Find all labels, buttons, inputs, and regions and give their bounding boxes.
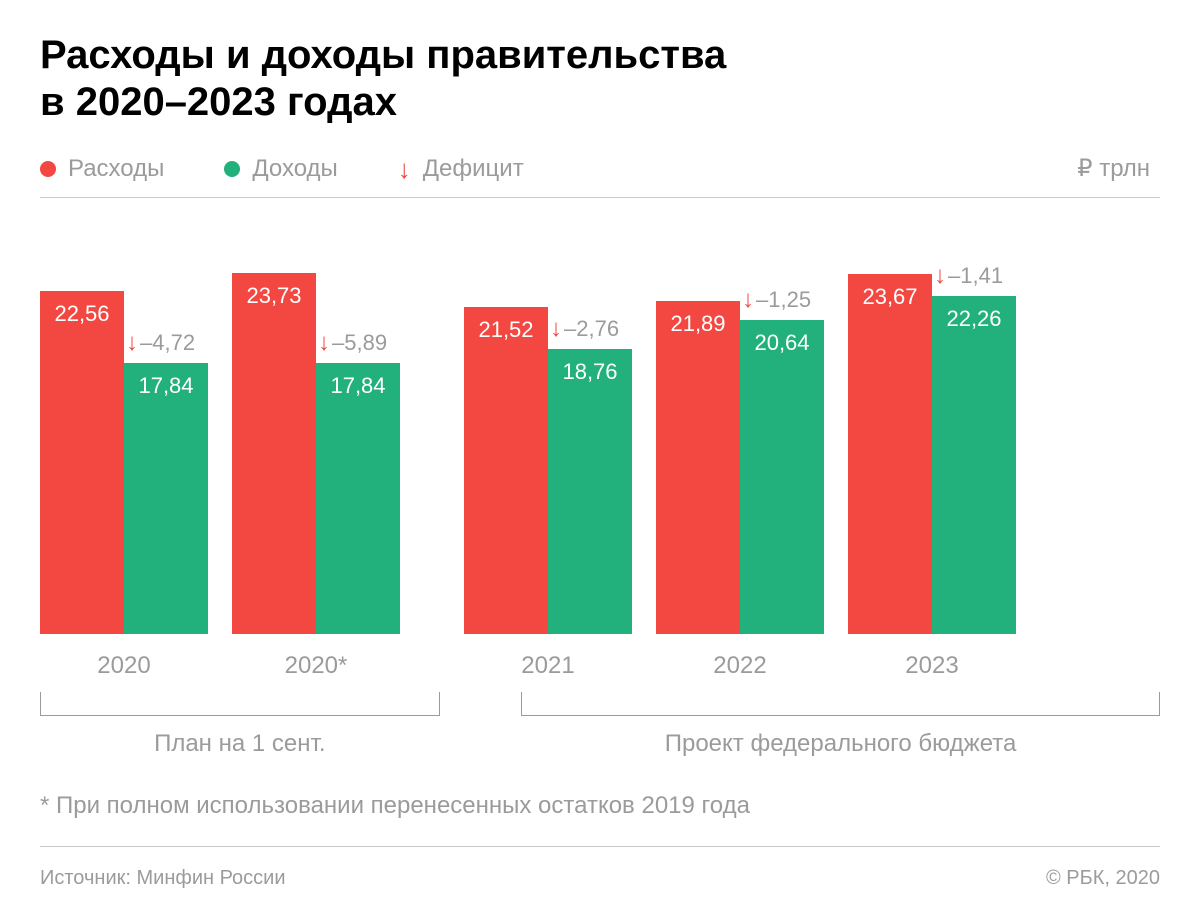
bar-pair: 22,5617,84 ↓–4,72 [40, 254, 208, 634]
year-column: 22,5617,84 ↓–4,72 2020 [40, 254, 208, 680]
deficit-value: –1,41 [948, 263, 1003, 289]
legend-income: Доходы [224, 155, 337, 183]
year-column: 23,6722,26 ↓–1,41 2023 [848, 254, 1016, 680]
bar-pair: 21,8920,64 ↓–1,25 [656, 254, 824, 634]
legend-income-label: Доходы [252, 155, 337, 183]
bar-expenses: 21,52 [464, 307, 548, 634]
copyright-label: © РБК, 2020 [1046, 867, 1160, 890]
bar-income: 20,64 [740, 320, 824, 634]
top-divider [40, 197, 1160, 198]
legend-unit-label: ₽ трлн [1077, 154, 1150, 183]
chart-group: 22,5617,84↓–4,72202023,7317,84↓–5,892020… [40, 254, 400, 680]
arrow-down-icon: ↓ [550, 315, 562, 343]
year-column: 23,7317,84 ↓–5,89 2020* [232, 254, 400, 680]
arrow-down-icon: ↓ [318, 329, 330, 357]
deficit-label: ↓–1,25 [742, 286, 811, 314]
arrow-down-icon: ↓ [126, 329, 138, 357]
legend-deficit-label: Дефицит [423, 155, 524, 183]
year-label: 2020* [285, 652, 348, 680]
legend-unit: ₽ трлн [1077, 154, 1160, 183]
legend-expenses: Расходы [40, 155, 164, 183]
year-label: 2021 [521, 652, 574, 680]
deficit-value: –1,25 [756, 287, 811, 313]
bar-expenses: 21,89 [656, 301, 740, 634]
bar-income: 17,84 [316, 363, 400, 634]
bar-pair: 21,5218,76 ↓–2,76 [464, 254, 632, 634]
bar-expenses: 23,73 [232, 273, 316, 634]
year-label: 2023 [905, 652, 958, 680]
title-line-1: Расходы и доходы правительства [40, 33, 726, 77]
bracket-label: План на 1 сент. [154, 730, 325, 758]
swatch-income [224, 161, 240, 177]
legend-expenses-label: Расходы [68, 155, 164, 183]
bar-expenses: 23,67 [848, 274, 932, 634]
bar-pair: 23,7317,84 ↓–5,89 [232, 254, 400, 634]
source-label: Источник: Минфин России [40, 867, 286, 890]
bracket-line [521, 692, 1160, 716]
year-label: 2022 [713, 652, 766, 680]
bracket: План на 1 сент. [40, 692, 440, 758]
bar-income: 17,84 [124, 363, 208, 634]
bar-income: 22,26 [932, 296, 1016, 634]
arrow-down-icon: ↓ [742, 286, 754, 314]
deficit-label: ↓–5,89 [318, 329, 387, 357]
bracket-line [40, 692, 440, 716]
bracket: Проект федерального бюджета [521, 692, 1160, 758]
arrow-down-icon: ↓ [934, 262, 946, 290]
deficit-value: –5,89 [332, 330, 387, 356]
bar-chart: 22,5617,84↓–4,72202023,7317,84↓–5,892020… [40, 254, 1160, 680]
legend-deficit: ↓ Дефицит [398, 155, 524, 183]
bar-income: 18,76 [548, 349, 632, 634]
bar-expenses: 22,56 [40, 291, 124, 634]
bracket-label: Проект федерального бюджета [665, 730, 1017, 758]
deficit-label: ↓–1,41 [934, 262, 1003, 290]
arrow-down-icon: ↓ [398, 156, 411, 182]
bracket-gap [458, 692, 504, 758]
title-line-2: в 2020–2023 годах [40, 80, 397, 124]
year-label: 2020 [97, 652, 150, 680]
deficit-value: –4,72 [140, 330, 195, 356]
bar-pair: 23,6722,26 ↓–1,41 [848, 254, 1016, 634]
swatch-expenses [40, 161, 56, 177]
deficit-label: ↓–4,72 [126, 329, 195, 357]
footnote: * При полном использовании перенесенных … [40, 792, 1160, 820]
year-column: 21,5218,76 ↓–2,76 2021 [464, 254, 632, 680]
footer: Источник: Минфин России © РБК, 2020 [40, 847, 1160, 890]
legend: Расходы Доходы ↓ Дефицит ₽ трлн [40, 154, 1160, 183]
group-brackets: План на 1 сент. Проект федерального бюдже… [40, 692, 1160, 758]
year-column: 21,8920,64 ↓–1,25 2022 [656, 254, 824, 680]
deficit-label: ↓–2,76 [550, 315, 619, 343]
chart-group: 21,5218,76↓–2,76202121,8920,64↓–1,252022… [464, 254, 1016, 680]
deficit-value: –2,76 [564, 316, 619, 342]
chart-title: Расходы и доходы правительства в 2020–20… [40, 32, 1160, 126]
